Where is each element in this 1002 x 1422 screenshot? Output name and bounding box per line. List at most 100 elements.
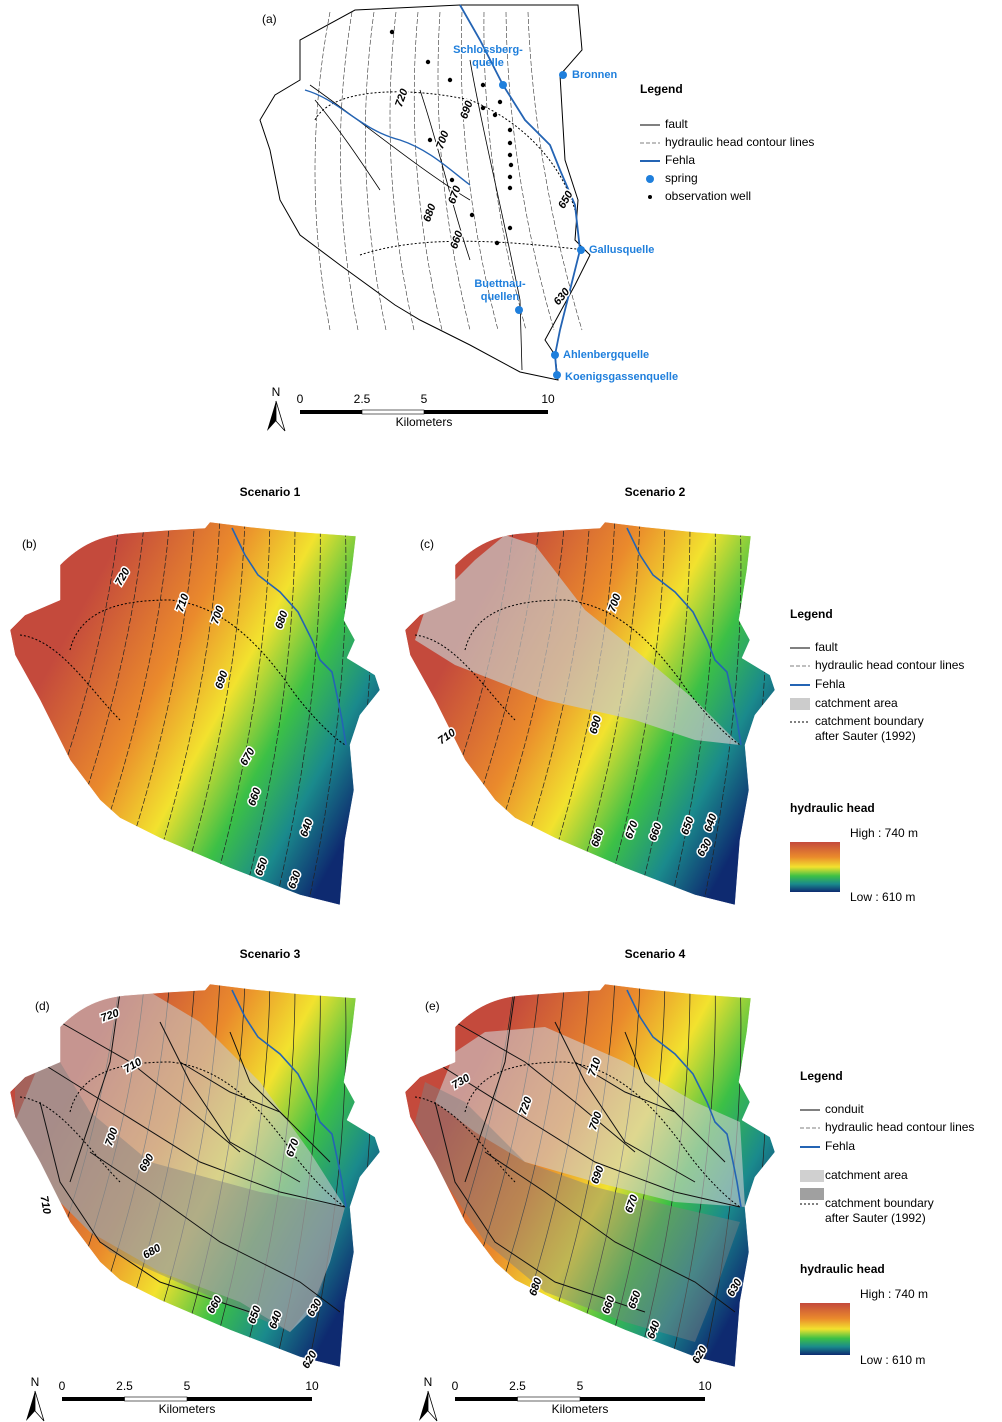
scale-bar: [362, 410, 424, 414]
panel-label: (d): [35, 999, 50, 1013]
legend-title: Legend: [790, 607, 833, 621]
legend-label: observation well: [665, 189, 751, 203]
panel-label: (e): [425, 999, 440, 1013]
north-arrow: [276, 401, 285, 431]
spring-marker: [553, 371, 561, 379]
spring-label: Buettnau-: [474, 278, 526, 290]
scale-bar: [518, 1397, 581, 1401]
north-arrow: [428, 1391, 437, 1421]
observation-well: [498, 100, 502, 104]
panel-label: (b): [22, 537, 37, 551]
legend-label: catchment boundary: [815, 714, 924, 728]
observation-well: [426, 60, 430, 64]
observation-well: [508, 175, 512, 179]
figure: (a)Schlossberg-quelleBronnenGallusquelle…: [0, 0, 1002, 1422]
scale-unit: Kilometers: [159, 1402, 216, 1416]
contour-line: [340, 12, 358, 330]
legend-symbol: [790, 698, 810, 710]
legend-label: catchment area: [815, 696, 898, 710]
north-label: N: [424, 1375, 433, 1389]
legend-label: catchment area: [825, 1168, 908, 1182]
observation-well: [495, 241, 499, 245]
scenario-title: Scenario 2: [625, 485, 686, 499]
spring-marker: [499, 81, 507, 89]
scale-tick-label: 10: [541, 392, 555, 406]
observation-well: [428, 138, 432, 142]
scenario-map: [10, 515, 380, 910]
scale-tick-label: 0: [452, 1379, 459, 1393]
spring-marker: [551, 351, 559, 359]
fault: [470, 60, 522, 370]
scale-tick-label: 5: [421, 392, 428, 406]
observation-well: [481, 106, 485, 110]
color-ramp: [790, 842, 840, 892]
contour-line: [390, 12, 414, 330]
north-label: N: [272, 385, 281, 399]
scale-unit: Kilometers: [396, 415, 453, 429]
north-arrow: [26, 1391, 35, 1421]
spring-label: Ahlenbergquelle: [563, 349, 649, 361]
color-ramp: [800, 1303, 850, 1355]
legend-label: catchment boundary: [825, 1196, 934, 1210]
spring-label: Koenigsgassenquelle: [565, 371, 678, 383]
legend-label: after Sauter (1992): [825, 1211, 926, 1225]
scale-tick-label: 2.5: [354, 392, 371, 406]
observation-well: [481, 83, 485, 87]
scale-tick-label: 10: [305, 1379, 319, 1393]
scale-unit: Kilometers: [552, 1402, 609, 1416]
scale-tick-label: 5: [577, 1379, 584, 1393]
legend-label: spring: [665, 171, 698, 185]
ramp-title: hydraulic head: [800, 1262, 885, 1276]
scale-bar: [125, 1397, 188, 1401]
legend-label: Fehla: [665, 153, 695, 167]
scale-tick-label: 10: [698, 1379, 712, 1393]
legend-label: Fehla: [825, 1139, 855, 1153]
legend-symbol: [648, 195, 652, 199]
spring-label: quelle: [472, 57, 504, 69]
scenario-title: Scenario 3: [240, 947, 301, 961]
legend-label: hydraulic head contour lines: [665, 135, 814, 149]
scenario-title: Scenario 1: [240, 485, 301, 499]
observation-well: [509, 163, 513, 167]
ramp-low-label: Low : 610 m: [850, 890, 915, 904]
observation-well: [450, 178, 454, 182]
scenario-title: Scenario 4: [625, 947, 686, 961]
contour-line: [438, 12, 470, 330]
legend-title: Legend: [640, 82, 683, 96]
contour-line: [414, 12, 442, 330]
spring-label: Bronnen: [572, 69, 618, 81]
scale-tick-label: 2.5: [509, 1379, 526, 1393]
spring-label: Schlossberg-: [453, 44, 523, 56]
legend-label: fault: [815, 640, 838, 654]
spring-marker: [559, 71, 567, 79]
catchment-outline: [260, 5, 590, 380]
ramp-high-label: High : 740 m: [850, 826, 918, 840]
legend-label: after Sauter (1992): [815, 729, 916, 743]
legend-symbol: [800, 1188, 824, 1200]
contour-label: 700: [434, 128, 452, 150]
observation-well: [390, 30, 394, 34]
observation-well: [493, 113, 497, 117]
contour-label: 690: [458, 98, 476, 120]
ramp-title: hydraulic head: [790, 801, 875, 815]
observation-well: [508, 128, 512, 132]
legend-label: hydraulic head contour lines: [825, 1120, 974, 1134]
ramp-low-label: Low : 610 m: [860, 1353, 925, 1367]
scale-tick-label: 0: [297, 392, 304, 406]
legend-title: Legend: [800, 1069, 843, 1083]
spring-marker: [515, 306, 523, 314]
spring-label: Gallusquelle: [589, 244, 654, 256]
legend-label: fault: [665, 117, 688, 131]
ramp-high-label: High : 740 m: [860, 1287, 928, 1301]
observation-well: [508, 226, 512, 230]
observation-well: [448, 78, 452, 82]
scale-tick-label: 5: [184, 1379, 191, 1393]
contour-line: [315, 12, 330, 330]
legend-symbol: [800, 1170, 824, 1182]
scenario-map: [10, 977, 380, 1372]
north-arrow: [267, 401, 276, 431]
scenario-map: [405, 977, 775, 1372]
contour-label: 720: [393, 86, 411, 108]
contour-label: 710: [38, 1195, 53, 1216]
north-arrow: [419, 1391, 428, 1421]
